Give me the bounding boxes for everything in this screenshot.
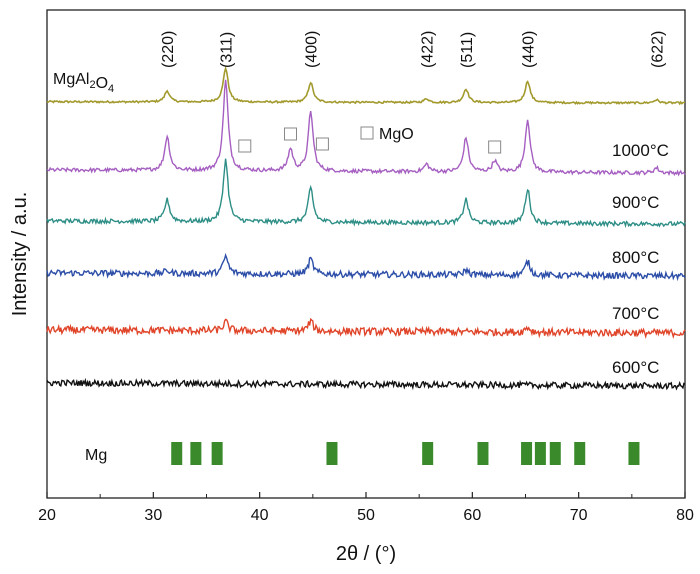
mg-bar xyxy=(422,442,434,465)
mg-bar xyxy=(211,442,223,465)
x-axis-title: 2θ / (°) xyxy=(336,543,396,565)
series-label: 800°C xyxy=(612,248,659,267)
mgo-marker xyxy=(488,140,502,154)
x-tick-label: 20 xyxy=(38,507,56,524)
x-tick-label: 60 xyxy=(463,507,481,524)
series-line-600c xyxy=(46,377,686,391)
x-tick-label: 70 xyxy=(570,507,588,524)
x-tick-label: 30 xyxy=(144,507,162,524)
plot-frame xyxy=(46,9,686,499)
series-label: 900°C xyxy=(612,193,659,212)
mg-bar xyxy=(628,442,640,465)
peak-label: (220) xyxy=(160,31,177,68)
x-axis-ticks: 20 30 40 50 60 70 80 xyxy=(38,492,694,524)
peak-label: (440) xyxy=(521,31,538,68)
annotations: 1000°C 900°C 800°C 700°C 600°C MgAl2O4 (220) (3… xyxy=(53,31,669,464)
mg-bar xyxy=(549,442,561,465)
series-line-mgal2o4 xyxy=(46,65,686,106)
series-line-900c xyxy=(46,158,686,229)
mg-bar xyxy=(477,442,489,465)
series-line-800c xyxy=(46,252,686,282)
series-line-700c xyxy=(46,317,686,339)
y-axis-title: Intensity / a.u. xyxy=(9,192,31,317)
peak-label: (622) xyxy=(649,31,666,68)
mg-reference-bars xyxy=(171,442,640,465)
mg-bar xyxy=(190,442,202,465)
x-tick-label: 80 xyxy=(676,507,694,524)
mg-bar xyxy=(171,442,183,465)
x-tick-label: 50 xyxy=(357,507,375,524)
mgo-marker xyxy=(315,137,329,151)
reference-label-mgal2o4: MgAl2O4 xyxy=(53,71,114,95)
peak-label: (311) xyxy=(219,32,236,68)
mg-bar xyxy=(534,442,546,465)
mgo-marker xyxy=(238,139,252,153)
peak-label: (422) xyxy=(420,31,437,68)
mg-bar xyxy=(326,442,338,465)
series-line-1000c xyxy=(46,79,686,177)
mg-label: Mg xyxy=(85,447,107,464)
peak-label: (511) xyxy=(459,32,476,68)
series-label: 1000°C xyxy=(612,141,669,160)
series-label: 700°C xyxy=(612,304,659,323)
peak-label: (400) xyxy=(304,31,321,68)
mgo-legend-label: MgO xyxy=(379,126,414,143)
mg-bar xyxy=(574,442,586,465)
mg-bar xyxy=(521,442,533,465)
series-traces xyxy=(46,65,686,391)
x-tick-label: 40 xyxy=(251,507,269,524)
mgo-marker xyxy=(284,127,298,141)
series-label: 600°C xyxy=(612,358,659,377)
mgo-legend-marker xyxy=(360,126,374,140)
